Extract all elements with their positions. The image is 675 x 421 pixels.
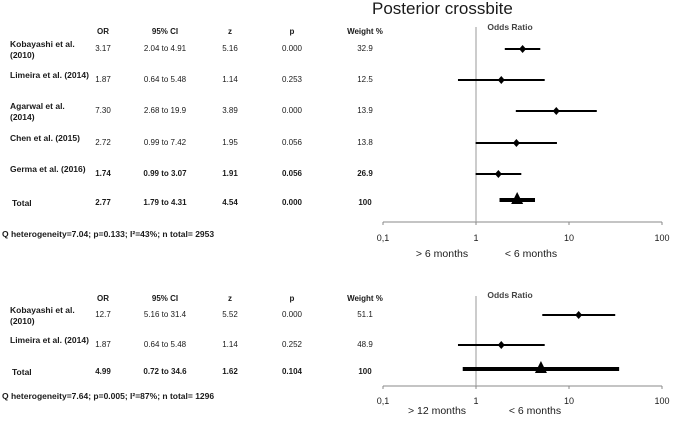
p-value: 0.056 xyxy=(281,169,303,178)
total-or: 4.99 xyxy=(95,367,111,376)
ci-value: 0.64 to 5.48 xyxy=(143,340,187,349)
point-estimate-marker xyxy=(497,341,505,349)
heterogeneity-note: Q heterogeneity=7.04; p=0.133; I²=43%; n… xyxy=(2,229,215,239)
z-value: 1.14 xyxy=(222,75,238,84)
ci-value: 0.99 to 3.07 xyxy=(143,169,187,178)
p-value: 0.253 xyxy=(281,75,303,84)
or-value: 1.87 xyxy=(95,75,111,84)
study-name: Agarwal et al. (2014) xyxy=(10,101,65,122)
ci-value: 0.99 to 7.42 xyxy=(143,138,187,147)
or-value: 1.87 xyxy=(95,340,111,349)
total-weight: 100 xyxy=(358,367,372,376)
axis-title: Odds Ratio xyxy=(487,290,532,300)
tick-label: 1 xyxy=(473,396,478,406)
column-header: 95% CI xyxy=(151,294,179,303)
total-ci: 0.72 to 34.6 xyxy=(143,367,187,376)
tick-label: 1 xyxy=(473,233,478,243)
tick-label: 100 xyxy=(654,233,669,243)
z-value: 1.91 xyxy=(222,169,238,178)
total-p: 0.104 xyxy=(281,367,303,376)
total-p: 0.000 xyxy=(281,198,303,207)
point-estimate-marker xyxy=(552,107,560,115)
column-header: p xyxy=(289,27,295,36)
total-estimate-marker xyxy=(511,192,524,204)
left-direction-label: > 12 months xyxy=(408,405,466,417)
column-header: z xyxy=(228,294,232,303)
tick-label: 10 xyxy=(564,396,574,406)
or-value: 1.74 xyxy=(95,169,111,178)
ci-value: 2.04 to 4.91 xyxy=(143,44,187,53)
study-name: Chen et al. (2015) xyxy=(10,133,80,143)
total-z: 1.62 xyxy=(222,367,238,376)
point-estimate-marker xyxy=(519,45,527,53)
total-z: 4.54 xyxy=(222,198,238,207)
total-estimate-marker xyxy=(534,361,547,373)
tick-label: 100 xyxy=(654,396,669,406)
column-header: OR xyxy=(97,294,109,303)
chart-title: Posterior crossbite xyxy=(372,0,513,18)
total-weight: 100 xyxy=(358,198,372,207)
tick-label: 0,1 xyxy=(377,233,390,243)
point-estimate-marker xyxy=(497,76,505,84)
point-estimate-marker xyxy=(575,311,583,319)
or-value: 3.17 xyxy=(95,44,111,53)
study-name: Kobayashi et al. (2010) xyxy=(10,39,75,60)
left-direction-label: > 6 months xyxy=(416,248,468,260)
study-name: Germa et al. (2016) xyxy=(10,164,86,174)
axis-title: Odds Ratio xyxy=(487,22,532,32)
weight-value: 13.9 xyxy=(357,106,373,115)
p-value: 0.000 xyxy=(281,106,303,115)
point-estimate-marker xyxy=(494,170,502,178)
heterogeneity-note: Q heterogeneity=7.64; p=0.005; I²=87%; n… xyxy=(2,391,215,401)
z-value: 5.52 xyxy=(222,310,238,319)
tick-label: 10 xyxy=(564,233,574,243)
weight-value: 48.9 xyxy=(357,340,373,349)
z-value: 3.89 xyxy=(222,106,238,115)
study-name: Limeira et al. (2014) xyxy=(10,70,89,80)
total-or: 2.77 xyxy=(95,198,111,207)
or-value: 2.72 xyxy=(95,138,111,147)
total-label: Total xyxy=(12,367,32,377)
z-value: 1.14 xyxy=(222,340,238,349)
right-direction-label: < 6 months xyxy=(505,248,557,260)
column-header: Weight % xyxy=(347,27,383,36)
z-value: 1.95 xyxy=(222,138,238,147)
right-direction-label: < 6 months xyxy=(509,405,561,417)
weight-value: 51.1 xyxy=(357,310,373,319)
weight-value: 26.9 xyxy=(357,169,373,178)
column-header: p xyxy=(289,294,295,303)
ci-value: 0.64 to 5.48 xyxy=(143,75,187,84)
or-value: 12.7 xyxy=(95,310,111,319)
or-value: 7.30 xyxy=(95,106,111,115)
study-name: Limeira et al. (2014) xyxy=(10,335,89,345)
weight-value: 12.5 xyxy=(357,75,373,84)
ci-value: 5.16 to 31.4 xyxy=(143,310,187,319)
column-header: 95% CI xyxy=(151,27,179,36)
p-value: 0.252 xyxy=(281,340,303,349)
total-label: Total xyxy=(12,198,32,208)
total-ci: 1.79 to 4.31 xyxy=(143,198,187,207)
column-header: OR xyxy=(97,27,109,36)
ci-value: 2.68 to 19.9 xyxy=(143,106,187,115)
point-estimate-marker xyxy=(512,139,520,147)
p-value: 0.000 xyxy=(281,44,303,53)
p-value: 0.000 xyxy=(281,310,303,319)
z-value: 5.16 xyxy=(222,44,238,53)
tick-label: 0,1 xyxy=(377,396,390,406)
weight-value: 32.9 xyxy=(357,44,373,53)
column-header: z xyxy=(228,27,232,36)
column-header: Weight % xyxy=(347,294,383,303)
weight-value: 13.8 xyxy=(357,138,373,147)
study-name: Kobayashi et al. (2010) xyxy=(10,305,75,326)
p-value: 0.056 xyxy=(281,138,303,147)
